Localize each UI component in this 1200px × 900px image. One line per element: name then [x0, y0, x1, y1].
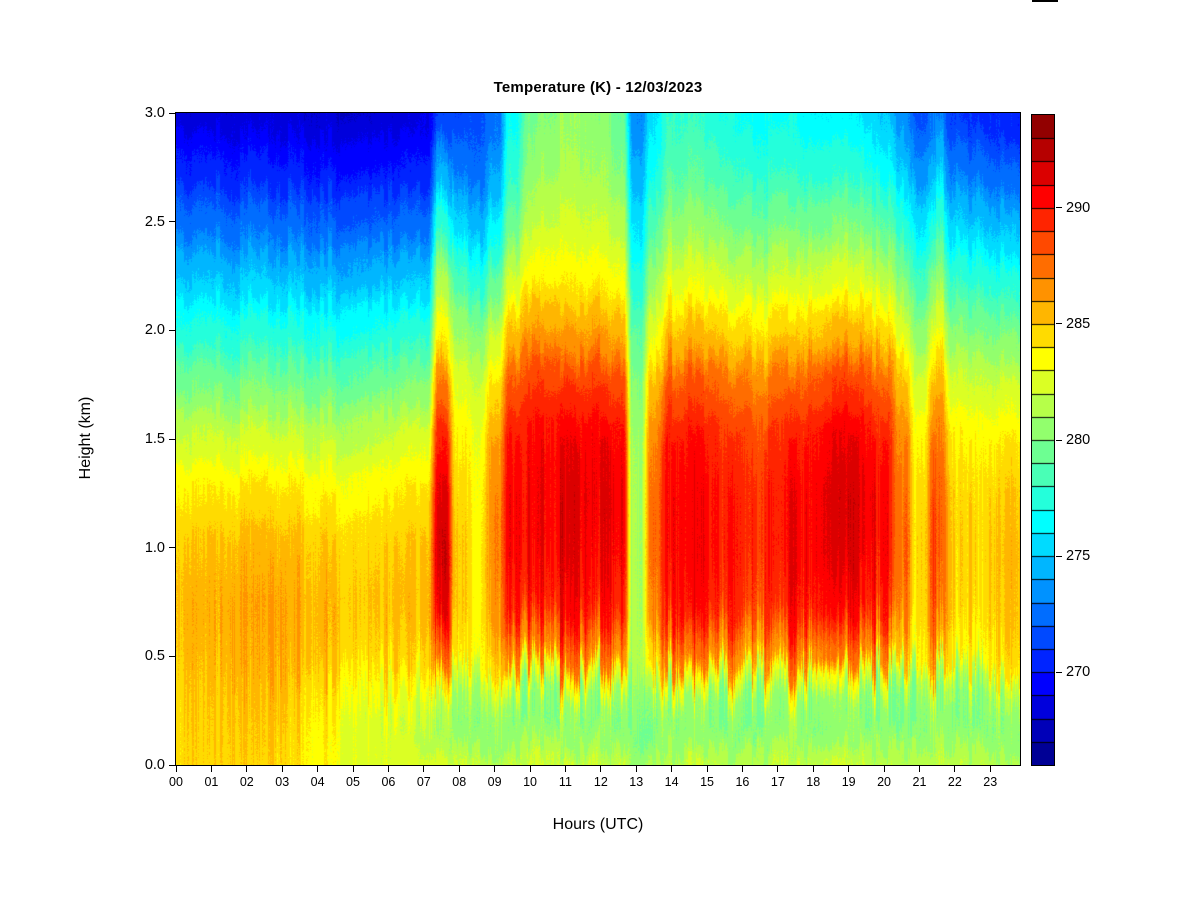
x-tick-label: 06 — [381, 775, 396, 789]
x-tick — [458, 766, 460, 772]
x-tick-label: 10 — [523, 775, 537, 789]
y-tick-label: 0.0 — [144, 757, 165, 773]
x-tick — [175, 766, 177, 772]
x-tick — [494, 766, 496, 772]
y-tick-label: 2.0 — [144, 322, 165, 339]
x-tick-label: 18 — [806, 775, 821, 789]
colorbar-tick — [1056, 555, 1062, 557]
x-tick-label: 17 — [770, 775, 785, 789]
x-tick-label: 05 — [346, 775, 360, 789]
x-tick-label: 20 — [877, 775, 891, 789]
x-tick — [635, 766, 637, 772]
x-tick — [883, 766, 885, 772]
x-tick — [600, 766, 602, 772]
x-tick-label: 14 — [664, 775, 679, 789]
x-tick-label: 01 — [204, 775, 219, 789]
x-tick-label: 02 — [239, 775, 254, 789]
x-tick-label: 19 — [841, 775, 856, 789]
x-tick — [848, 766, 850, 772]
x-tick — [317, 766, 319, 772]
y-tick — [169, 112, 176, 114]
y-tick-label: 1.0 — [144, 539, 165, 556]
y-tick — [169, 221, 176, 223]
x-axis-title: Hours (UTC) — [552, 816, 644, 833]
colorbar-canvas — [1032, 115, 1054, 765]
colorbar-tick-label: 275 — [1066, 548, 1091, 565]
x-tick — [281, 766, 283, 772]
colorbar-tick — [1056, 439, 1062, 441]
x-tick — [954, 766, 956, 772]
x-tick — [564, 766, 566, 772]
colorbar-tick — [1056, 207, 1062, 209]
chart-title: Temperature (K) - 12/03/2023 — [493, 79, 703, 96]
x-tick — [210, 766, 212, 772]
x-tick — [387, 766, 389, 772]
colorbar — [1031, 114, 1055, 766]
x-tick-label: 04 — [310, 775, 325, 789]
x-tick-label: 12 — [593, 775, 608, 789]
x-tick — [706, 766, 708, 772]
y-tick — [169, 655, 176, 657]
top-edge-artifact — [1032, 0, 1058, 2]
x-tick — [352, 766, 354, 772]
colorbar-tick-label: 280 — [1066, 432, 1091, 448]
colorbar-tick-label: 290 — [1066, 199, 1091, 216]
y-tick — [169, 438, 176, 440]
x-tick-label: 07 — [416, 775, 431, 789]
x-tick — [777, 766, 779, 772]
colorbar-tick — [1056, 671, 1062, 673]
y-tick — [169, 547, 176, 549]
x-tick — [918, 766, 920, 772]
x-tick — [671, 766, 673, 772]
x-tick-label: 16 — [735, 775, 750, 789]
y-axis-title: Height (km) — [77, 396, 94, 480]
y-tick-label: 3.0 — [144, 105, 165, 121]
x-tick-label: 21 — [912, 775, 927, 789]
x-tick-label: 00 — [169, 775, 183, 789]
colorbar-tick-label: 270 — [1066, 664, 1091, 681]
colorbar-tick — [1056, 323, 1062, 325]
y-tick-label: 1.5 — [144, 431, 165, 447]
x-tick-label: 03 — [275, 775, 290, 789]
x-tick-label: 22 — [947, 775, 962, 789]
x-tick-label: 13 — [629, 775, 644, 789]
x-tick — [812, 766, 814, 772]
y-tick-label: 0.5 — [144, 648, 165, 665]
x-tick-label: 23 — [983, 775, 998, 789]
x-tick — [529, 766, 531, 772]
y-tick — [169, 764, 176, 766]
y-tick-label: 2.5 — [144, 213, 165, 230]
y-tick — [169, 329, 176, 331]
x-tick — [423, 766, 425, 772]
heatmap-canvas — [176, 113, 1020, 765]
x-tick-label: 15 — [700, 775, 714, 789]
x-tick — [989, 766, 991, 772]
colorbar-tick-label: 285 — [1066, 315, 1091, 332]
x-tick-label: 08 — [452, 775, 467, 789]
x-tick-label: 09 — [487, 775, 502, 789]
x-tick — [741, 766, 743, 772]
x-tick — [246, 766, 248, 772]
x-tick-label: 11 — [558, 775, 572, 789]
plot-area — [175, 112, 1021, 766]
